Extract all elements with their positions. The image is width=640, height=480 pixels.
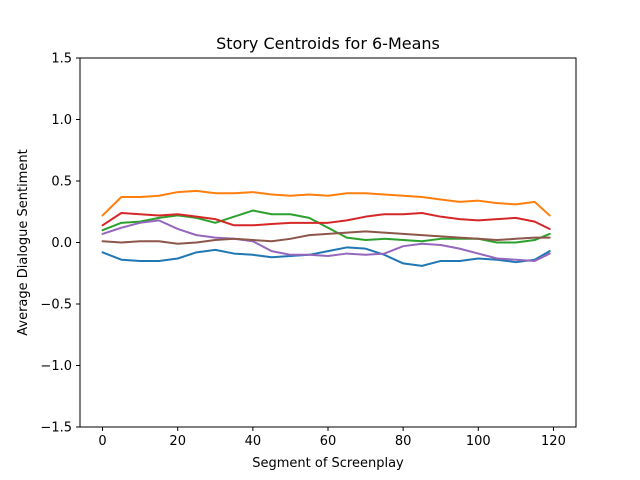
chart-title: Story Centroids for 6-Means bbox=[216, 34, 440, 53]
x-tick-label: 0 bbox=[98, 434, 106, 449]
y-tick-label: 1.5 bbox=[51, 52, 72, 67]
x-tick-label: 120 bbox=[541, 434, 566, 449]
y-tick-label: 0.5 bbox=[51, 175, 72, 190]
y-tick-label: 1.0 bbox=[51, 113, 72, 128]
x-tick-label: 100 bbox=[466, 434, 491, 449]
x-tick-label: 60 bbox=[320, 434, 337, 449]
y-axis-ticks: −1.5 −1.0 −0.5 0.0 0.5 1.0 1.5 bbox=[40, 52, 80, 436]
series-line-2 bbox=[101, 189, 551, 217]
y-tick-label: −1.0 bbox=[40, 359, 72, 374]
y-tick-label: 0.0 bbox=[51, 236, 72, 251]
y-axis-title: Average Dialogue Sentiment bbox=[16, 149, 31, 336]
series-layer bbox=[101, 189, 551, 267]
y-tick-label: −0.5 bbox=[40, 298, 72, 313]
x-tick-label: 80 bbox=[395, 434, 412, 449]
x-tick-label: 20 bbox=[169, 434, 186, 449]
series-line-5 bbox=[101, 219, 551, 262]
x-tick-label: 40 bbox=[245, 434, 262, 449]
series-line-4 bbox=[101, 211, 551, 230]
series-line-1 bbox=[101, 246, 551, 267]
y-tick-label: −1.5 bbox=[40, 421, 72, 436]
series-line-6 bbox=[101, 230, 551, 245]
x-axis-title: Segment of Screenplay bbox=[252, 456, 404, 471]
x-axis-ticks: 0 20 40 60 80 100 120 bbox=[98, 427, 566, 449]
